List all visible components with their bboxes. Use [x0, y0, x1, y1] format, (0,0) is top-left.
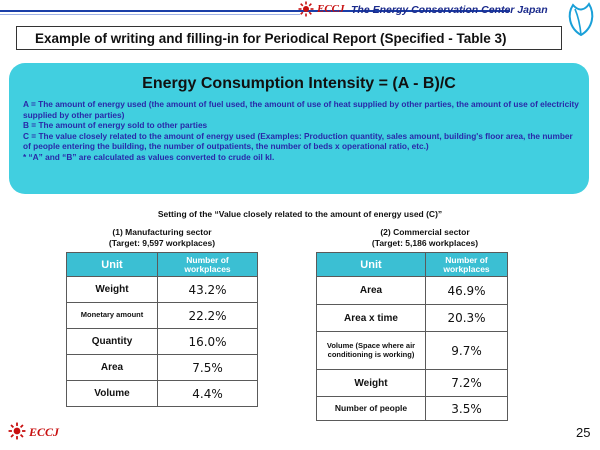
percentage-cell: 9.7% [425, 331, 508, 370]
eccj-logo-icon [298, 1, 314, 17]
percentage-cell: 4.4% [157, 380, 258, 407]
definition-c: C = The value closely related to the amo… [23, 130, 573, 152]
table-row: Volume (Space where air conditioning is … [316, 331, 508, 370]
unit-cell: Number of people [316, 396, 426, 421]
percentage-cell: 7.2% [425, 369, 508, 397]
table-row: Quantity 16.0% [66, 328, 258, 355]
definition-a: A = The amount of energy used (the amoun… [23, 99, 579, 120]
footer-eccj-logo-icon [8, 422, 26, 440]
header-logo-text: ECCJ [317, 3, 345, 15]
footer-logo-text: ECCJ [29, 425, 60, 439]
table-header-row: Unit Number of workplaces [66, 252, 258, 277]
unit-cell: Weight [316, 369, 426, 397]
table-header-row: Unit Number of workplaces [316, 252, 508, 277]
unit-cell: Area [66, 354, 158, 381]
percentage-cell: 22.2% [157, 302, 258, 329]
table-row: Area 46.9% [316, 276, 508, 305]
table-row: Area 7.5% [66, 354, 258, 381]
commercial-title: (2) Commercial sector (Target: 5,186 wor… [325, 227, 525, 249]
intensity-definition-box: Energy Consumption Intensity = (A - B)/C… [9, 63, 589, 194]
definitions-list: A = The amount of energy used (the amoun… [23, 99, 579, 163]
percentage-cell: 20.3% [425, 304, 508, 332]
column-header-line: workplaces [443, 263, 490, 274]
commercial-table: Unit Number of workplaces Area 46.9% Are… [316, 252, 508, 421]
column-header-unit: Unit [316, 252, 426, 277]
slide-title-box: Example of writing and filling-in for Pe… [16, 26, 562, 50]
unit-cell: Volume (Space where air conditioning is … [316, 331, 426, 370]
definition-b: B = The amount of energy sold to other p… [23, 120, 208, 131]
column-header-line: workplaces [184, 263, 231, 274]
percentage-cell: 7.5% [157, 354, 258, 381]
setting-heading: Setting of the “Value closely related to… [157, 209, 443, 219]
unit-cell: Quantity [66, 328, 158, 355]
column-header-line: Number of [186, 255, 229, 265]
commercial-target: (Target: 5,186 workplaces) [371, 238, 479, 248]
percentage-cell: 3.5% [425, 396, 508, 421]
definition-note: * “A” and “B” are calculated as values c… [23, 151, 275, 162]
unit-cell: Volume [66, 380, 158, 407]
unit-cell: Weight [66, 276, 158, 303]
leaf-icon [568, 2, 594, 37]
intensity-formula: Energy Consumption Intensity = (A - B)/C [142, 75, 456, 92]
page-number: 25 [576, 425, 591, 440]
table-row: Weight 7.2% [316, 369, 508, 397]
unit-cell: Area x time [316, 304, 426, 332]
percentage-cell: 46.9% [425, 276, 508, 305]
table-row: Weight 43.2% [66, 276, 258, 303]
column-header-line: Number of [445, 255, 488, 265]
percentage-cell: 16.0% [157, 328, 258, 355]
column-header-workplaces: Number of workplaces [157, 252, 258, 277]
column-header-workplaces: Number of workplaces [425, 252, 508, 277]
table-row: Volume 4.4% [66, 380, 258, 407]
manufacturing-title-line1: (1) Manufacturing sector [112, 227, 212, 237]
unit-cell: Area [316, 276, 426, 305]
table-row: Number of people 3.5% [316, 396, 508, 421]
header-rule-thin [0, 14, 300, 15]
manufacturing-table: Unit Number of workplaces Weight 43.2% M… [66, 252, 258, 407]
column-header-unit: Unit [66, 252, 158, 277]
percentage-cell: 43.2% [157, 276, 258, 303]
unit-cell: Monetary amount [66, 302, 158, 329]
manufacturing-title: (1) Manufacturing sector (Target: 9,597 … [62, 227, 262, 249]
slide-title: Example of writing and filling-in for Pe… [35, 31, 507, 46]
manufacturing-target: (Target: 9,597 workplaces) [108, 238, 216, 248]
table-row: Area x time 20.3% [316, 304, 508, 332]
table-row: Monetary amount 22.2% [66, 302, 258, 329]
header-rule [0, 10, 510, 12]
organization-name: The Energy Conservation Center Japan [351, 4, 548, 16]
commercial-title-line1: (2) Commercial sector [380, 227, 470, 237]
